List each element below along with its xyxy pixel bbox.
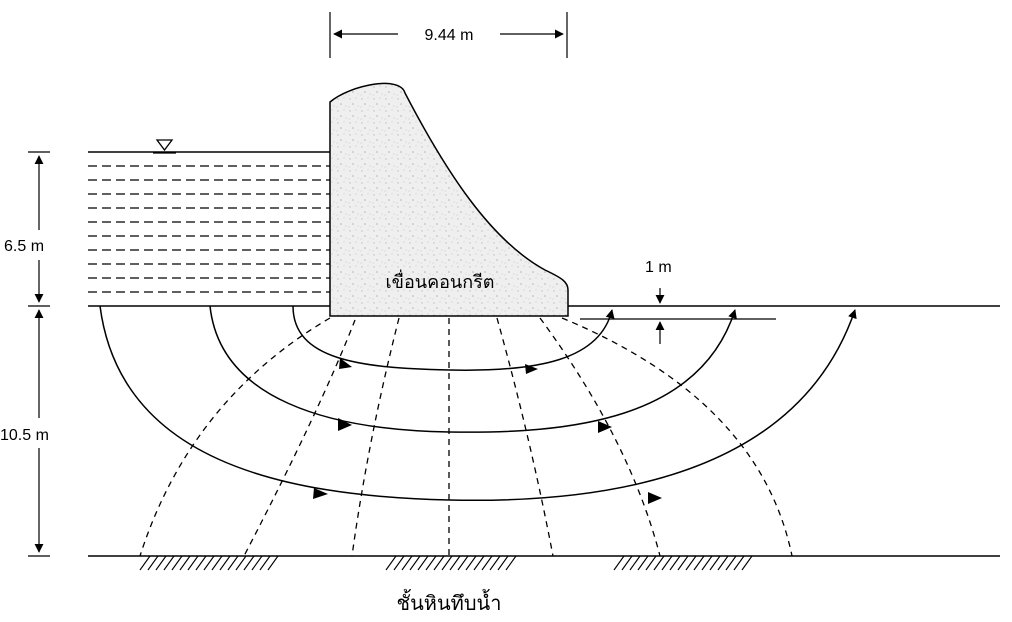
tailwater-label: 1 m (645, 259, 672, 276)
impervious-layer: ชั้นหินทึบน้ำ (88, 555, 1000, 615)
foundation-depth-dimension: 10.5 m (0, 309, 50, 557)
impervious-layer-label: ชั้นหินทึบน้ำ (397, 589, 502, 615)
dam-width-dimension: 9.44 m (329, 12, 568, 58)
dam-label: เขื่อนคอนกรีต (386, 269, 495, 293)
water-depth-dimension: 6.5 m (4, 151, 50, 307)
reservoir-water (88, 139, 330, 293)
dam-width-label: 9.44 m (425, 27, 474, 44)
water-level-symbol (153, 139, 176, 154)
tailwater-dimension: 1 m (645, 259, 672, 344)
equipotential-lines (139, 317, 793, 557)
concrete-dam: เขื่อนคอนกรีต (329, 82, 569, 317)
foundation-depth-label: 10.5 m (0, 427, 49, 444)
water-depth-label: 6.5 m (4, 238, 44, 255)
flow-lines (99, 305, 857, 504)
